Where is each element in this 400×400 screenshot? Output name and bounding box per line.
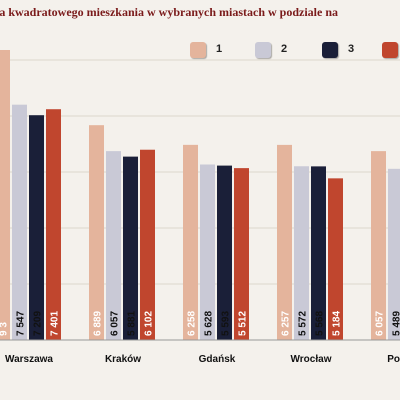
data-label: 5 512 bbox=[238, 311, 249, 336]
bar bbox=[277, 144, 292, 340]
bar bbox=[12, 104, 27, 340]
chart-title: ra kwadratowego mieszkania w wybranych m… bbox=[0, 5, 338, 19]
bar bbox=[311, 166, 326, 340]
legend-swatch-1 bbox=[190, 42, 206, 58]
legend: 1 2 3 bbox=[0, 40, 400, 66]
bar bbox=[0, 50, 10, 340]
bar bbox=[200, 164, 215, 340]
data-label: 5 881 bbox=[127, 311, 138, 336]
bar bbox=[183, 144, 198, 340]
data-label: 5 593 bbox=[221, 311, 232, 336]
data-label: 6 889 bbox=[93, 311, 104, 336]
legend-swatch-3 bbox=[322, 42, 338, 58]
legend-label-2: 2 bbox=[281, 43, 288, 55]
data-label: 6 102 bbox=[144, 311, 155, 336]
category-label: Poznań bbox=[387, 354, 400, 365]
bar bbox=[234, 168, 249, 340]
data-label: 7 209 bbox=[33, 311, 44, 336]
data-label: 5 572 bbox=[298, 311, 309, 336]
data-label: 5 489 bbox=[392, 311, 400, 336]
data-label: 6 057 bbox=[375, 311, 386, 336]
data-label: 6 258 bbox=[187, 311, 198, 336]
bar bbox=[123, 156, 138, 340]
category-label: Wrocław bbox=[291, 354, 332, 365]
data-label: 7 547 bbox=[16, 311, 27, 336]
data-label: 6 257 bbox=[281, 311, 292, 336]
data-label: 7 401 bbox=[50, 311, 61, 336]
data-label: 6 057 bbox=[110, 311, 121, 336]
category-label: Warszawa bbox=[5, 354, 53, 365]
legend-label-3: 3 bbox=[348, 43, 355, 55]
bar bbox=[89, 125, 104, 340]
bar bbox=[29, 115, 44, 341]
data-label: 9 3 bbox=[0, 322, 10, 336]
bar bbox=[388, 168, 400, 340]
legend-label-1: 1 bbox=[216, 43, 223, 55]
data-label: 5 568 bbox=[315, 311, 326, 336]
bar bbox=[46, 109, 61, 340]
bar bbox=[217, 165, 232, 340]
bar bbox=[328, 178, 343, 340]
category-label: Kraków bbox=[105, 354, 141, 365]
bar bbox=[371, 151, 386, 340]
category-label: Gdańsk bbox=[199, 354, 236, 365]
legend-swatch-4 bbox=[382, 42, 398, 58]
bar bbox=[294, 166, 309, 340]
data-label: 5 628 bbox=[204, 311, 215, 336]
data-label: 5 184 bbox=[332, 311, 343, 336]
legend-swatch-2 bbox=[255, 42, 271, 58]
bar bbox=[106, 151, 121, 340]
bar bbox=[140, 149, 155, 340]
